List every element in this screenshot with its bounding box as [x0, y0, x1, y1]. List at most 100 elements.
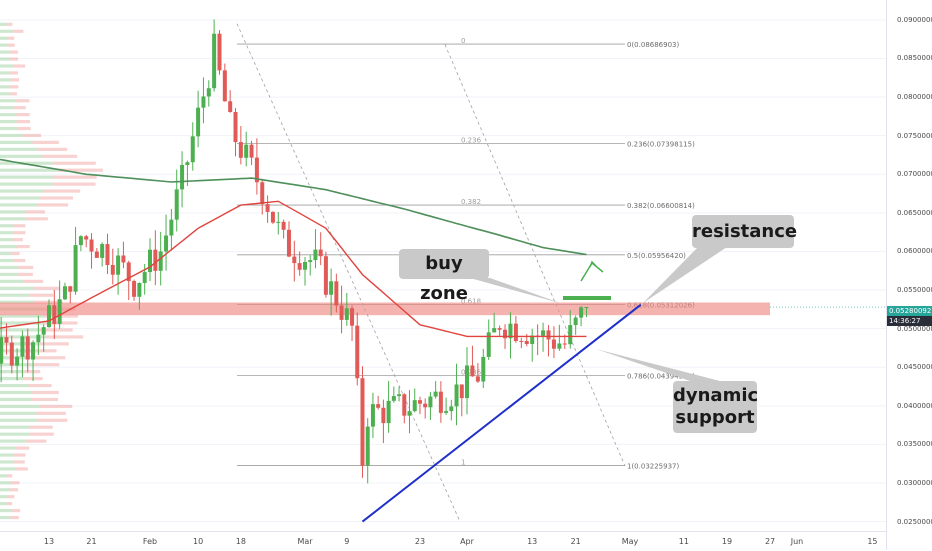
candle-body	[449, 406, 454, 412]
candle-body	[180, 164, 185, 190]
time-tick-label: 23	[414, 537, 426, 546]
candle-body	[47, 305, 51, 328]
candle-body	[492, 328, 497, 333]
volume-bar-up	[0, 210, 25, 214]
time-tick-label: 13	[43, 537, 55, 546]
time-tick-label: 18	[235, 537, 246, 546]
volume-bar-down	[13, 231, 26, 235]
candle-body	[486, 332, 491, 357]
candle-body	[546, 330, 551, 340]
candle-body	[470, 365, 475, 377]
candle-body	[217, 33, 222, 71]
candle-body	[584, 307, 589, 309]
volume-bar-down	[12, 29, 24, 33]
time-axis[interactable]: 13 21 Feb 10 18 Mar 9 23 Apr 13 21 May 11 19 27 Jun 15	[0, 531, 886, 551]
volume-bar-up	[0, 50, 10, 54]
candle-body	[148, 249, 152, 273]
countdown-badge: 14:36:27	[887, 316, 932, 326]
volume-bar-down	[12, 238, 23, 242]
volume-bar-up	[0, 286, 34, 290]
volume-bar-up	[0, 293, 30, 297]
candle-body	[142, 272, 147, 283]
candle-body	[334, 281, 339, 306]
candle-body	[222, 70, 227, 102]
volume-bar-down	[53, 175, 97, 179]
time-tick-label: 27	[764, 537, 776, 546]
volume-bar-down	[32, 363, 60, 367]
time-tick-label: Jun	[790, 537, 804, 546]
volume-bar-up	[0, 133, 23, 138]
resistance-label: resistance	[692, 221, 798, 242]
volume-bar-down	[7, 495, 15, 499]
volume-bar-up	[0, 300, 35, 304]
candle-body	[260, 182, 265, 205]
candle-body	[110, 265, 115, 275]
volume-bar-up	[0, 126, 17, 131]
candle-body	[137, 282, 142, 297]
drawing-tools	[361, 245, 730, 523]
price-tick-label: 0.04000000	[897, 401, 932, 410]
candle-body	[503, 329, 508, 339]
volume-bar-up	[0, 99, 17, 103]
volume-bar-up	[0, 175, 54, 179]
volume-bar-down	[56, 168, 103, 172]
volume-bar-up	[0, 265, 19, 270]
ma-short-line	[0, 200, 587, 338]
candle-body	[254, 157, 259, 183]
time-tick-label: 15	[867, 537, 878, 546]
fib-trend-line-1	[236, 23, 461, 522]
candle-body	[116, 255, 121, 275]
volume-bar-down	[18, 272, 33, 277]
candle-body	[84, 236, 89, 240]
candle-body	[276, 221, 281, 223]
volume-bar-down	[35, 356, 66, 360]
volume-bar-up	[0, 22, 7, 26]
volume-bar-down	[23, 279, 44, 283]
volume-bar-down	[18, 265, 34, 270]
candle-body	[438, 391, 443, 413]
volume-bar-down	[10, 78, 20, 82]
fib-level-price-label: 0.382(0.06600814)	[627, 202, 695, 210]
volume-bar-down	[28, 383, 52, 388]
price-tick-label: 0.09000000	[897, 15, 932, 24]
candle-body	[25, 336, 30, 360]
candle-body	[313, 249, 318, 261]
candle-body	[376, 404, 381, 408]
dynamic-support-callout: dynamic support	[673, 381, 758, 433]
candle-body	[444, 411, 449, 413]
volume-bar-up	[0, 182, 53, 186]
volume-bar-down	[10, 515, 19, 520]
candle-body	[308, 260, 313, 262]
volume-bar-up	[0, 238, 13, 242]
candle-body	[386, 400, 391, 424]
volume-bar-up	[0, 154, 43, 158]
candle-body	[196, 107, 201, 137]
volume-bar-down	[22, 370, 41, 374]
volume-bar-up	[0, 502, 7, 506]
volume-bar-down	[52, 182, 96, 186]
candle-body	[297, 263, 302, 270]
candle-body	[68, 286, 73, 292]
price-axis[interactable]: 0.09000000 0.08500000 0.08000000 0.07500000…	[886, 0, 932, 550]
volume-bar-down	[9, 50, 18, 54]
volume-bar-down	[37, 418, 68, 422]
volume-bar-up	[0, 189, 45, 193]
breakout-arrow	[580, 261, 604, 282]
candle-body	[169, 219, 174, 236]
volume-bar-up	[0, 418, 38, 422]
volume-bar-up	[0, 488, 10, 492]
buy-zone-label: buy zone	[420, 253, 468, 304]
volume-bar-down	[11, 508, 21, 513]
candle-body	[541, 330, 546, 336]
fib-level-label: 1	[461, 459, 465, 467]
volume-bar-down	[10, 85, 19, 89]
fib-level-label: 0.618	[461, 298, 481, 306]
candle-body	[497, 328, 502, 330]
price-chart[interactable]: 0 0(0.08686903) 0.236 0.236(0.07398115) 0.38…	[0, 0, 886, 531]
volume-bar-up	[0, 321, 43, 325]
volume-bar-down	[37, 203, 69, 207]
volume-bar-up	[0, 43, 9, 47]
volume-bar-down	[6, 502, 13, 506]
volume-bar-up	[0, 432, 30, 436]
price-tick-label: 0.07500000	[897, 131, 932, 140]
